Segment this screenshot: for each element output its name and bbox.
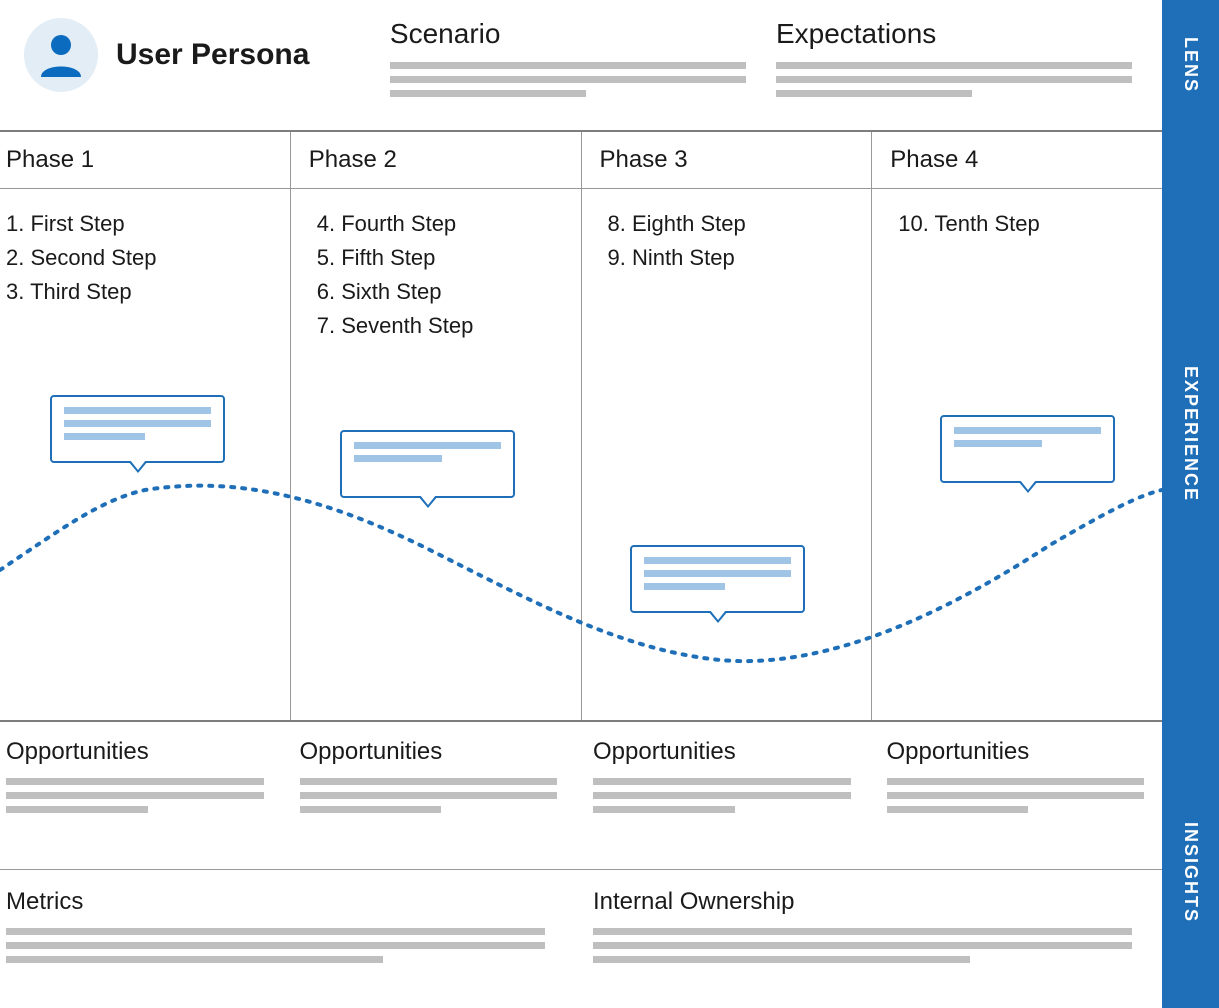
phase-steps: 8. Eighth Step9. Ninth Step — [582, 189, 872, 275]
phase-column: Phase 38. Eighth Step9. Ninth Step — [582, 132, 873, 720]
phase-column: Phase 11. First Step2. Second Step3. Thi… — [0, 132, 291, 720]
opportunity-placeholder — [6, 778, 264, 813]
sidebar-insights: INSIGHTS — [1162, 738, 1219, 1008]
phase-header: Phase 4 — [872, 132, 1162, 189]
expectations-block: Expectations — [776, 18, 1162, 104]
persona-title: User Persona — [116, 38, 309, 72]
opportunity-placeholder — [300, 778, 558, 813]
phase-header: Phase 3 — [582, 132, 872, 189]
sidebar-experience: EXPERIENCE — [1162, 130, 1219, 738]
metrics-placeholder — [6, 928, 545, 963]
step-item: 1. First Step — [6, 207, 272, 241]
opportunity-label: Opportunities — [6, 738, 264, 766]
journey-map: User Persona Scenario Expectations Phase… — [0, 0, 1162, 1008]
opportunity-placeholder — [887, 778, 1145, 813]
metrics-label: Metrics — [6, 888, 545, 916]
scenario-label: Scenario — [390, 18, 746, 50]
ownership-block: Internal Ownership — [575, 870, 1162, 970]
step-item: 8. Eighth Step — [608, 207, 854, 241]
sidebar-lens: LENS — [1162, 0, 1219, 130]
phase-steps: 10. Tenth Step — [872, 189, 1162, 241]
opportunity-column: Opportunities — [575, 722, 869, 869]
opportunity-label: Opportunities — [887, 738, 1145, 766]
phase-column: Phase 24. Fourth Step5. Fifth Step6. Six… — [291, 132, 582, 720]
lens-row: User Persona Scenario Expectations — [0, 0, 1162, 130]
step-item: 9. Ninth Step — [608, 241, 854, 275]
phase-steps: 1. First Step2. Second Step3. Third Step — [0, 189, 290, 309]
phase-header: Phase 1 — [0, 132, 290, 189]
step-item: 3. Third Step — [6, 275, 272, 309]
opportunity-label: Opportunities — [300, 738, 558, 766]
avatar-icon — [24, 18, 98, 92]
step-item: 2. Second Step — [6, 241, 272, 275]
opportunities-row: Opportunities Opportunities Opportunities O… — [0, 720, 1162, 870]
opportunity-placeholder — [593, 778, 851, 813]
section-sidebar: LENS EXPERIENCE INSIGHTS — [1162, 0, 1219, 1008]
ownership-placeholder — [593, 928, 1132, 963]
bottom-row: Metrics Internal Ownership — [0, 870, 1162, 970]
scenario-placeholder — [390, 62, 746, 97]
opportunity-column: Opportunities — [869, 722, 1163, 869]
persona-block: User Persona — [24, 18, 390, 92]
opportunity-column: Opportunities — [0, 722, 282, 869]
step-item: 7. Seventh Step — [317, 309, 563, 343]
phases-grid: Phase 11. First Step2. Second Step3. Thi… — [0, 130, 1162, 720]
metrics-block: Metrics — [0, 870, 575, 970]
step-item: 10. Tenth Step — [898, 207, 1144, 241]
scenario-block: Scenario — [390, 18, 776, 104]
phase-header: Phase 2 — [291, 132, 581, 189]
expectations-placeholder — [776, 62, 1132, 97]
expectations-label: Expectations — [776, 18, 1132, 50]
phase-steps: 4. Fourth Step5. Fifth Step6. Sixth Step… — [291, 189, 581, 343]
step-item: 6. Sixth Step — [317, 275, 563, 309]
step-item: 5. Fifth Step — [317, 241, 563, 275]
opportunity-label: Opportunities — [593, 738, 851, 766]
step-item: 4. Fourth Step — [317, 207, 563, 241]
ownership-label: Internal Ownership — [593, 888, 1132, 916]
opportunity-column: Opportunities — [282, 722, 576, 869]
phase-column: Phase 4 10. Tenth Step — [872, 132, 1162, 720]
